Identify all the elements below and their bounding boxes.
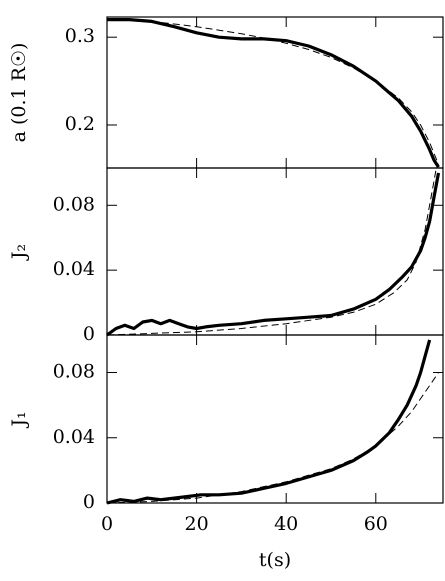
solid-curve bbox=[106, 172, 441, 337]
x-axis-label: t(s) bbox=[259, 549, 291, 571]
y-axis-label: J₂ bbox=[8, 244, 30, 261]
y-tick-label: 0.04 bbox=[53, 426, 95, 448]
dashed-curve bbox=[107, 19, 439, 165]
y-axis-label: a (0.1 R☉) bbox=[8, 43, 30, 143]
solid-curve bbox=[106, 339, 432, 505]
y-tick-label: 0.04 bbox=[53, 258, 95, 280]
plot-frame bbox=[106, 334, 444, 504]
y-tick-label: 0 bbox=[83, 491, 95, 513]
y-tick-label: 0.2 bbox=[65, 113, 95, 135]
y-tick-label: 0 bbox=[83, 323, 95, 345]
dashed-curve bbox=[106, 167, 437, 336]
x-tick-label: 0 bbox=[101, 513, 113, 535]
y-tick-label: 0.3 bbox=[65, 25, 95, 47]
x-tick-label: 20 bbox=[185, 513, 209, 535]
y-tick-label: 0.08 bbox=[53, 193, 95, 215]
y-tick-label: 0.08 bbox=[53, 361, 95, 383]
dashed-curve bbox=[106, 372, 439, 504]
plot-frame bbox=[106, 167, 444, 336]
x-tick-label: 40 bbox=[274, 513, 298, 535]
solid-curve bbox=[107, 18, 440, 168]
x-tick-label: 60 bbox=[364, 513, 388, 535]
y-axis-label: J₁ bbox=[8, 411, 30, 428]
